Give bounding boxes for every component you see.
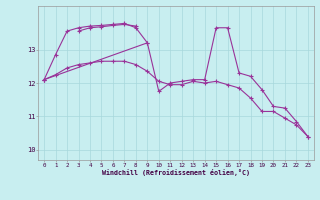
X-axis label: Windchill (Refroidissement éolien,°C): Windchill (Refroidissement éolien,°C) (102, 169, 250, 176)
